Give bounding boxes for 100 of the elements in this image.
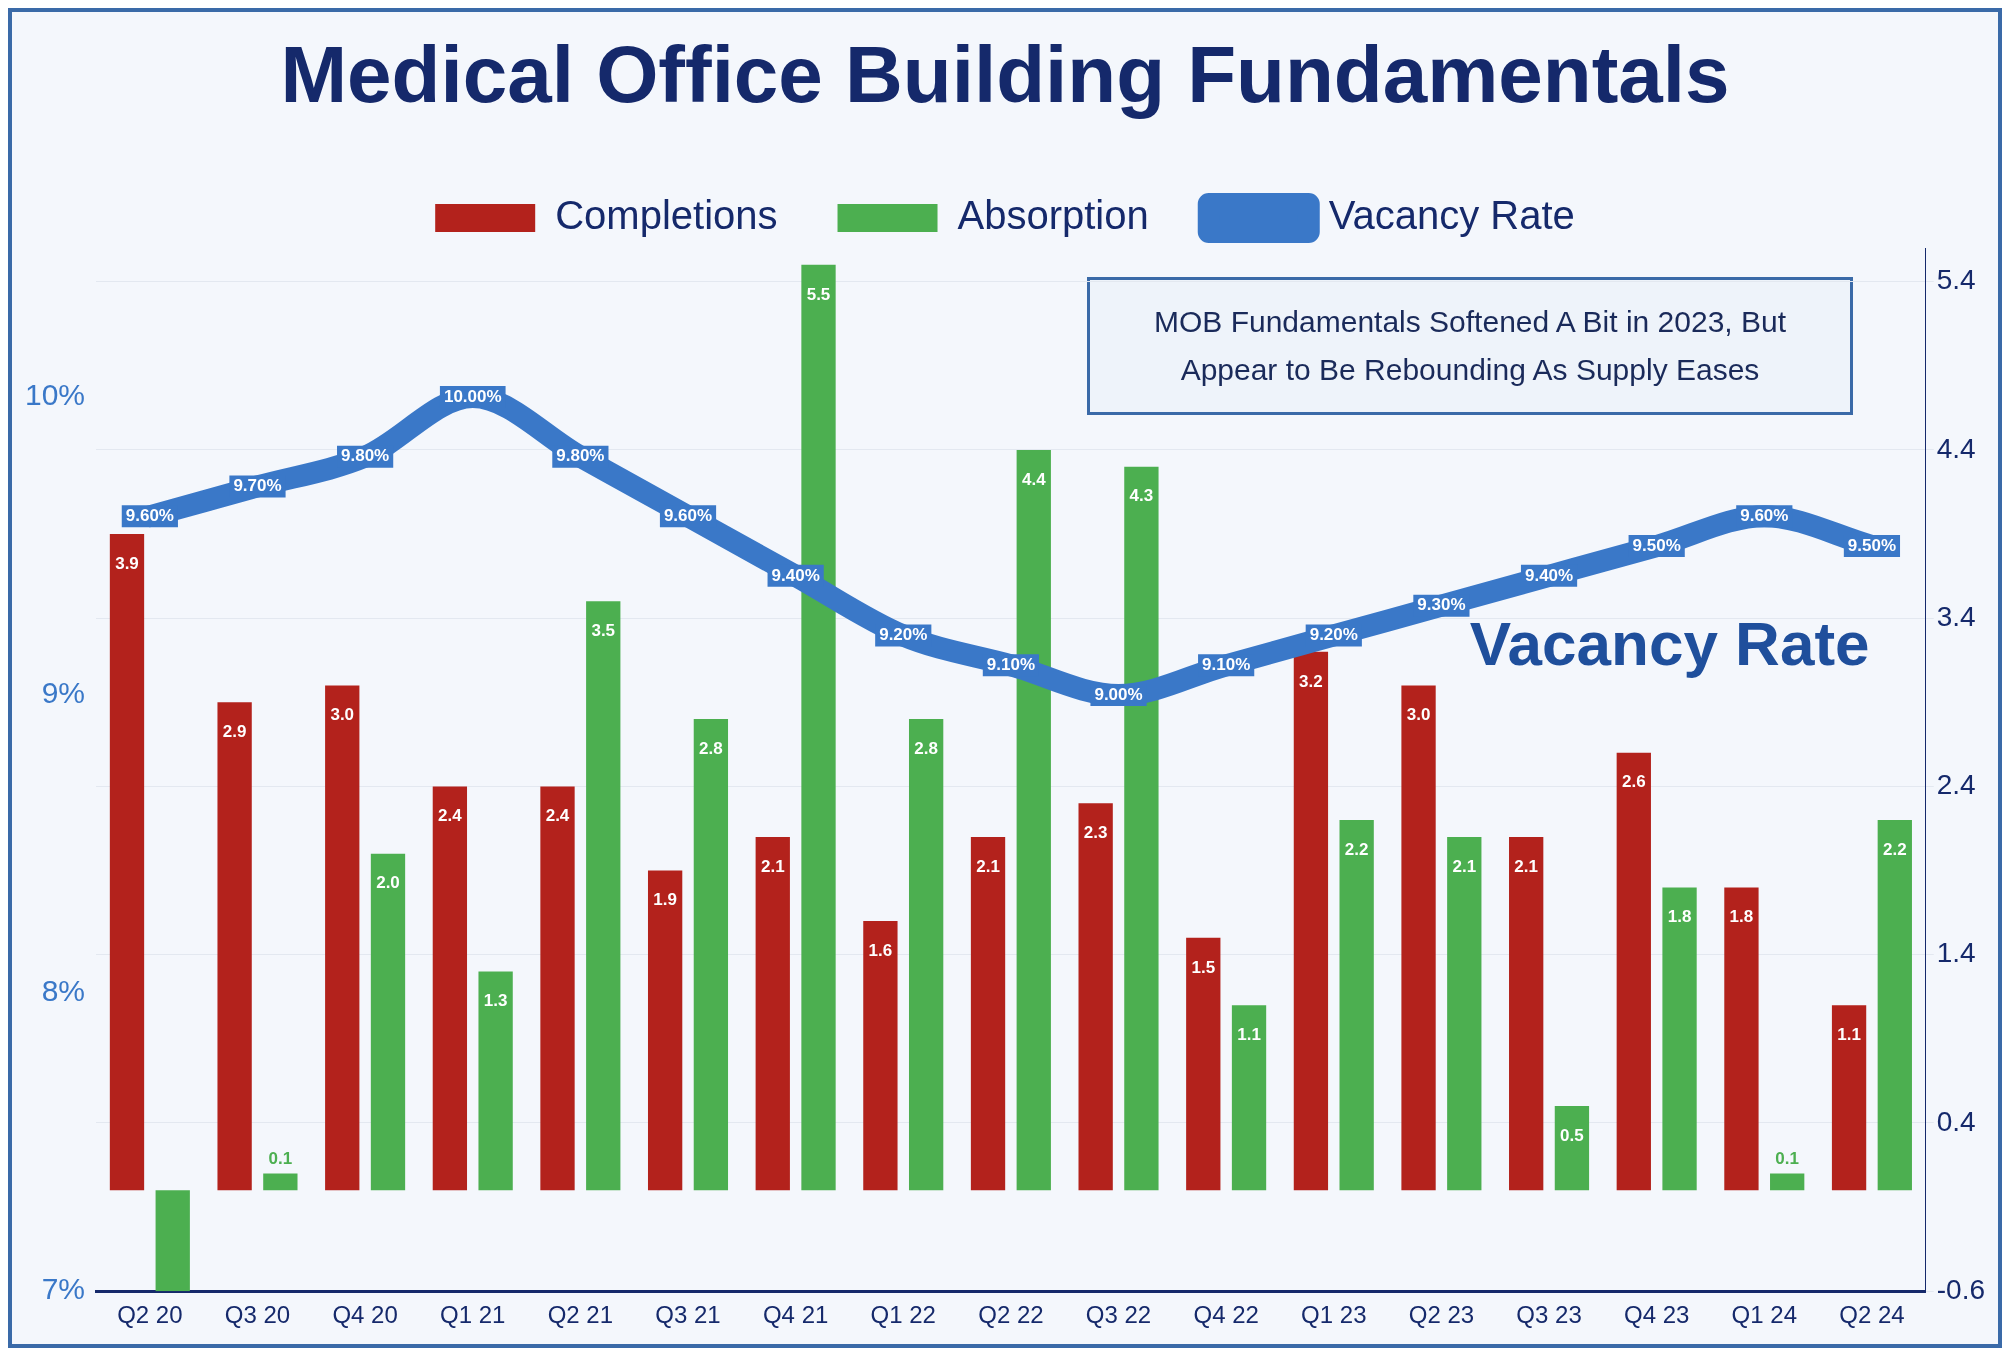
data-label: 1.6: [868, 940, 893, 960]
x-tick-label: Q1 23: [1301, 1301, 1367, 1329]
data-label: 1.5: [1191, 957, 1216, 977]
y-tick-label: 3.4: [1936, 600, 1976, 632]
bar: [755, 836, 790, 1191]
data-label: 9.20%: [1309, 625, 1358, 645]
bar: [647, 870, 683, 1191]
bar: [155, 1190, 190, 1292]
bar: [432, 786, 468, 1191]
data-label: 4.4: [1021, 469, 1047, 489]
bar: [1877, 820, 1912, 1191]
x-tick-label: Q4 20: [332, 1301, 398, 1329]
bar: [863, 921, 898, 1191]
data-label: 9.30%: [1417, 595, 1466, 615]
bar: [1831, 1005, 1867, 1191]
bar: [217, 702, 252, 1191]
x-tick-label: Q1 22: [870, 1301, 936, 1329]
y-tick-label: 1.4: [1936, 937, 1976, 969]
data-label: 9.40%: [771, 565, 820, 585]
bar: [1339, 820, 1374, 1191]
bar: [325, 685, 360, 1191]
y-tick-label: 2.4: [1936, 769, 1976, 801]
x-tick-label: Q3 22: [1085, 1301, 1152, 1329]
data-label: 3.2: [1299, 671, 1323, 691]
data-label: 3.0: [1406, 705, 1431, 725]
data-label: 2.3: [1083, 822, 1108, 842]
x-tick-label: Q4 22: [1193, 1301, 1259, 1329]
bar: [1231, 1005, 1267, 1191]
bar: [1662, 887, 1697, 1191]
bar: [1078, 803, 1113, 1191]
data-label: 1.9: [653, 890, 677, 910]
y-tick-label: -0.6: [1936, 1273, 1985, 1305]
y2-tick-label: 8%: [41, 974, 86, 1008]
bar: [1401, 685, 1436, 1191]
data-label: 2.2: [1882, 839, 1907, 859]
data-label: 2.8: [699, 738, 723, 758]
data-label: 1.8: [1729, 907, 1754, 927]
data-label: 9.60%: [663, 505, 713, 525]
data-label: 1.3: [483, 991, 508, 1011]
data-label: 9.40%: [1524, 565, 1574, 585]
bar: [1186, 937, 1221, 1191]
x-tick-label: Q1 21: [440, 1301, 506, 1329]
data-label: 9.00%: [1094, 684, 1143, 704]
x-tick-label: Q3 23: [1516, 1301, 1582, 1329]
data-label: 0.1: [1775, 1149, 1799, 1169]
data-label: 3.5: [591, 621, 616, 641]
data-label: 9.60%: [125, 505, 174, 525]
data-label: 9.80%: [341, 446, 390, 466]
data-label: 2.6: [1621, 772, 1646, 792]
data-label: 1.1: [1237, 1024, 1261, 1044]
data-label: 2.9: [222, 721, 247, 741]
legend-label: Absorption: [957, 193, 1149, 238]
data-label: 2.1: [1514, 856, 1538, 876]
x-tick-label: Q2 20: [117, 1301, 183, 1329]
bar: [370, 853, 406, 1191]
chart-title: Medical Office Building Fundamentals: [280, 30, 1730, 120]
data-label: 10.00%: [443, 386, 502, 406]
data-label: 2.1: [760, 856, 785, 876]
data-label: 2.8: [914, 738, 938, 758]
x-tick-label: Q3 20: [224, 1301, 291, 1329]
bar: [970, 836, 1006, 1191]
bar: [109, 534, 145, 1191]
y2-tick-label: 9%: [41, 676, 86, 710]
legend-label: Completions: [555, 193, 778, 238]
y-tick-label: 0.4: [1936, 1105, 1976, 1137]
data-label: 9.60%: [1740, 505, 1789, 525]
bar: [1509, 836, 1544, 1191]
x-tick-label: Q3 21: [655, 1301, 721, 1329]
bar: [908, 719, 944, 1191]
annotation: Vacancy Rate: [1469, 609, 1870, 679]
bar: [1554, 1106, 1590, 1191]
data-label: 9.80%: [556, 446, 605, 466]
data-label: 9.20%: [879, 625, 928, 645]
data-label: 0.1: [268, 1149, 293, 1169]
x-tick-label: Q4 21: [762, 1301, 829, 1329]
bar: [263, 1173, 298, 1191]
data-label: 9.10%: [1202, 654, 1251, 674]
y-tick-label: 4.4: [1936, 432, 1976, 464]
data-label: 4.3: [1129, 486, 1154, 506]
data-label: 2.4: [438, 806, 463, 826]
x-tick-label: Q2 21: [547, 1301, 614, 1329]
data-label: 2.0: [376, 873, 400, 893]
data-label: 2.1: [976, 856, 1000, 876]
bar: [1770, 1173, 1805, 1191]
y2-tick-label: 10%: [25, 378, 86, 412]
data-label: 1.8: [1667, 907, 1692, 927]
data-label: 9.50%: [1847, 535, 1897, 555]
data-label: 2.4: [545, 806, 570, 826]
data-label: 3.0: [330, 705, 355, 725]
bar: [693, 719, 729, 1191]
data-label: 5.5: [806, 284, 831, 304]
data-label: 9.70%: [233, 476, 282, 496]
data-label: 2.1: [1452, 856, 1477, 876]
note-box: MOB Fundamentals Softened A Bit in 2023, But Appear to Be Rebounding As Supply Eases: [1087, 277, 1853, 415]
data-label: 3.9: [115, 553, 139, 573]
x-tick-label: Q2 24: [1839, 1301, 1905, 1329]
bar: [586, 601, 621, 1191]
legend-label: Vacancy Rate: [1328, 193, 1575, 238]
bar: [1293, 651, 1329, 1191]
data-label: 2.2: [1344, 839, 1369, 859]
